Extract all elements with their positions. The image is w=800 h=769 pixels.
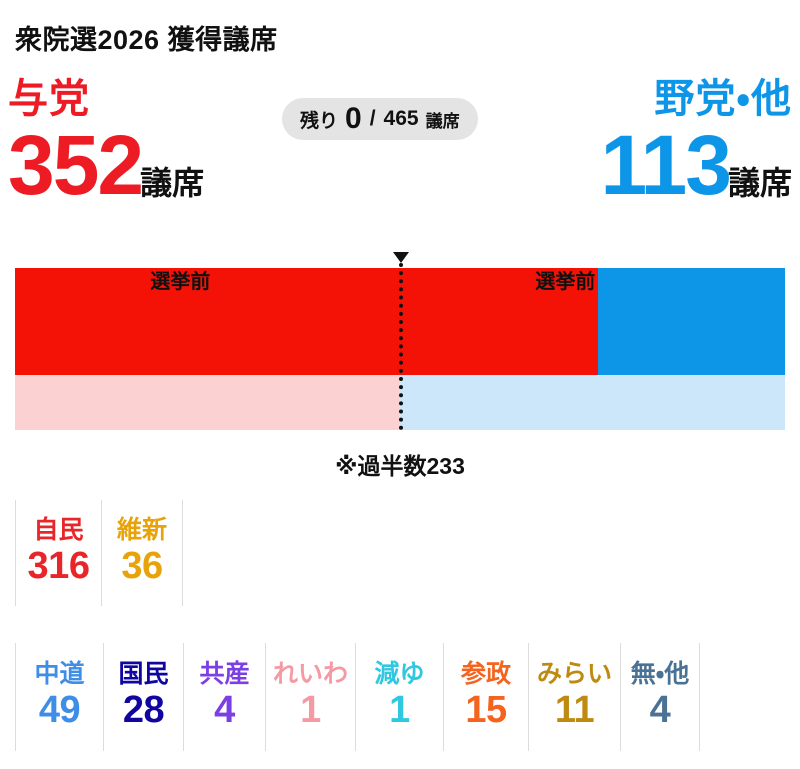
badge-unit-label: 議席 bbox=[425, 111, 460, 131]
party-seat-count: 49 bbox=[38, 688, 81, 731]
party-cell[interactable]: れいわ 1 bbox=[265, 643, 355, 751]
party-seat-count: 36 bbox=[121, 544, 163, 587]
party-cell[interactable]: 国民 28 bbox=[103, 643, 183, 751]
ruling-party-breakdown: 自民 316 維新 36 bbox=[15, 500, 183, 606]
pre-election-ruling-label: 選挙前 232 bbox=[15, 252, 399, 307]
remaining-seats-badge: 残り 0 / 465 議席 bbox=[282, 98, 478, 140]
party-name: 減ゆ bbox=[374, 660, 425, 689]
pre-election-ruling-text: 選挙前 bbox=[150, 271, 211, 293]
ruling-summary: 与党 352議席 bbox=[8, 77, 308, 207]
pre-election-opposition-text: 選挙前 bbox=[535, 271, 596, 293]
pre-election-opposition-count: 233 bbox=[605, 264, 649, 295]
party-name: 自民 bbox=[33, 516, 84, 545]
party-seat-count: 4 bbox=[214, 688, 235, 731]
party-seat-count: 28 bbox=[122, 688, 165, 731]
party-name: 国民 bbox=[118, 660, 169, 689]
ruling-label: 与党 bbox=[8, 77, 90, 121]
ruling-figure: 352議席 bbox=[8, 123, 308, 207]
ruling-seat-count: 352 bbox=[8, 118, 144, 213]
party-cell[interactable]: 自民 316 bbox=[15, 500, 101, 606]
seat-bar-chart: 選挙前 232 選挙前 233 bbox=[15, 252, 785, 432]
opposition-summary: 野党・他 113議席 bbox=[492, 77, 792, 207]
opposition-label: 野党・他 bbox=[654, 77, 792, 121]
badge-prefix-label: 残り bbox=[300, 110, 339, 132]
badge-remaining-count: 0 bbox=[345, 102, 362, 135]
headline-summary: 与党 352議席 野党・他 113議席 bbox=[0, 77, 800, 243]
party-cell[interactable]: 参政 15 bbox=[443, 643, 528, 751]
page-title: 衆院選2026 獲得議席 bbox=[15, 25, 278, 55]
majority-marker-triangle-icon bbox=[392, 252, 409, 263]
ruling-seat-unit: 議席 bbox=[140, 165, 205, 202]
party-name: 参政 bbox=[460, 660, 511, 689]
party-name: みらい bbox=[537, 660, 613, 689]
party-name: 中道 bbox=[34, 660, 85, 689]
badge-slash: / bbox=[369, 107, 376, 130]
opposition-figure: 113議席 bbox=[492, 123, 792, 207]
party-seat-count: 316 bbox=[27, 544, 90, 587]
pre-election-bar-ruling-segment bbox=[15, 375, 400, 430]
party-cell[interactable]: みらい 11 bbox=[528, 643, 620, 751]
party-name: れいわ bbox=[273, 660, 349, 689]
party-seat-count: 4 bbox=[649, 688, 671, 731]
majority-note: ※過半数233 bbox=[335, 453, 465, 479]
party-cell[interactable]: 中道 49 bbox=[15, 643, 103, 751]
party-name: 無・他 bbox=[630, 660, 690, 689]
party-name: 維新 bbox=[116, 516, 167, 545]
party-seat-count: 1 bbox=[389, 688, 410, 731]
result-bar-ruling-segment bbox=[15, 268, 598, 375]
party-seat-count: 11 bbox=[554, 688, 595, 731]
majority-threshold-line bbox=[398, 263, 403, 430]
badge-total-count: 465 bbox=[383, 107, 419, 130]
party-cell[interactable]: 維新 36 bbox=[101, 500, 183, 606]
party-seat-count: 15 bbox=[465, 688, 507, 731]
opposition-party-breakdown: 中道 49 国民 28 共産 4 れいわ 1 減ゆ 1 参政 15 みらい 11 無・他 4 bbox=[15, 643, 700, 751]
party-cell[interactable]: 減ゆ 1 bbox=[355, 643, 443, 751]
pre-election-opposition-label: 選挙前 233 bbox=[399, 252, 785, 307]
party-cell[interactable]: 共産 4 bbox=[183, 643, 265, 751]
pre-election-ruling-count: 232 bbox=[220, 264, 264, 295]
party-seat-count: 1 bbox=[300, 688, 321, 731]
party-cell[interactable]: 無・他 4 bbox=[620, 643, 700, 751]
opposition-seat-count: 113 bbox=[600, 118, 732, 213]
party-name: 共産 bbox=[199, 660, 250, 689]
opposition-seat-unit: 議席 bbox=[727, 165, 792, 202]
